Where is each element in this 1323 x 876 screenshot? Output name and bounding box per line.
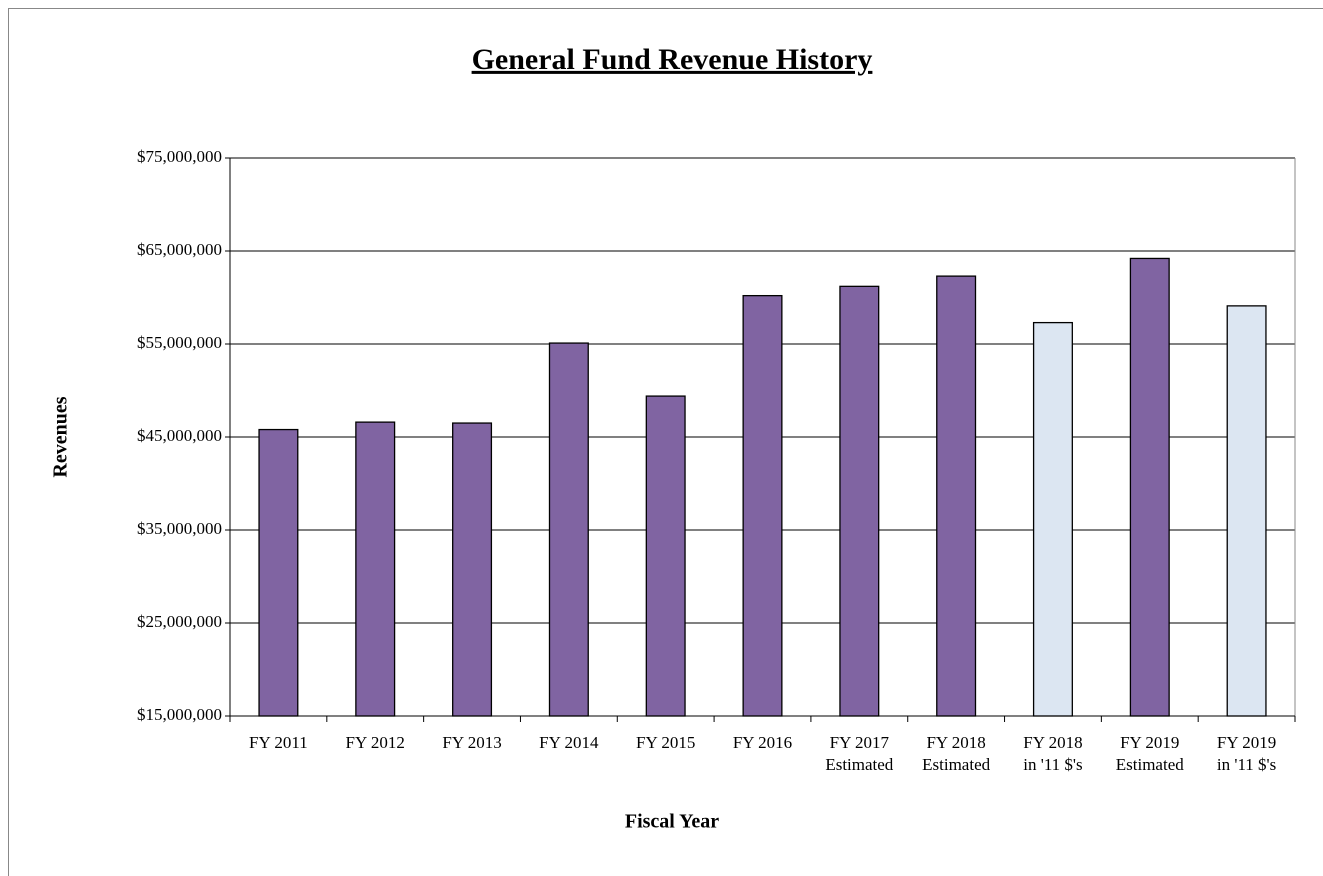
y-axis-title: Revenues	[50, 396, 72, 477]
x-axis-title: Fiscal Year	[625, 811, 719, 833]
bar	[645, 395, 686, 717]
x-tick-label: Estimated	[922, 755, 990, 774]
bar	[548, 342, 589, 717]
x-tick-label: in '11 $'s	[1023, 755, 1082, 774]
bar	[355, 421, 396, 717]
bar	[452, 422, 493, 717]
y-tick-label: $65,000,000	[137, 240, 222, 259]
y-tick-label: $15,000,000	[137, 705, 222, 724]
x-tick-label: FY 2016	[733, 733, 792, 752]
x-tick-label: FY 2019	[1217, 733, 1276, 752]
y-tick-label: $25,000,000	[137, 612, 222, 631]
bar	[1129, 257, 1170, 717]
x-tick-label: FY 2018	[926, 733, 985, 752]
x-tick-label: Estimated	[825, 755, 893, 774]
y-tick-label: $55,000,000	[137, 333, 222, 352]
bar	[839, 285, 880, 717]
x-tick-label: FY 2011	[249, 733, 308, 752]
x-tick-label: FY 2019	[1120, 733, 1179, 752]
y-tick-label: $35,000,000	[137, 519, 222, 538]
x-tick-label: FY 2017	[830, 733, 890, 752]
x-tick-label: FY 2018	[1023, 733, 1082, 752]
x-tick-label: FY 2013	[442, 733, 501, 752]
bar	[258, 428, 299, 717]
x-tick-label: FY 2015	[636, 733, 695, 752]
chart-title: General Fund Revenue History	[472, 43, 873, 76]
bar	[1032, 321, 1073, 717]
x-tick-label: FY 2014	[539, 733, 599, 752]
y-tick-label: $45,000,000	[137, 426, 222, 445]
chart-border	[8, 8, 1323, 876]
bar	[936, 275, 977, 717]
x-tick-label: Estimated	[1116, 755, 1184, 774]
x-tick-label: in '11 $'s	[1217, 755, 1276, 774]
y-tick-label: $75,000,000	[137, 147, 222, 166]
x-tick-label: FY 2012	[346, 733, 405, 752]
bar	[1226, 305, 1267, 717]
bar	[742, 294, 783, 717]
